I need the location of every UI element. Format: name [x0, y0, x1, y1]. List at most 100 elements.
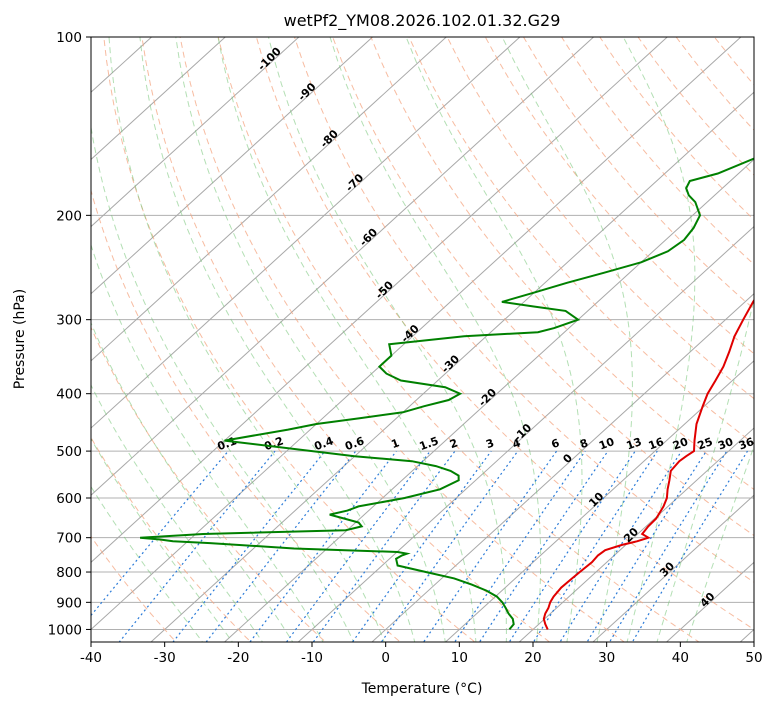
- x-tick-label: 10: [451, 650, 468, 666]
- background-lines: [91, 37, 754, 642]
- mixing-ratio-line: [249, 450, 397, 642]
- mixing-ratio-line: [205, 450, 357, 642]
- isotherm-line: [91, 37, 448, 362]
- moist-adiabat-line: [622, 37, 696, 642]
- isotherm-line: [91, 37, 300, 228]
- mixing-ratio-label: 0.2: [262, 434, 285, 453]
- y-tick-label: 100: [56, 30, 82, 46]
- y-tick-label: 600: [56, 491, 82, 507]
- mixing-ratio-label: 2: [448, 436, 460, 451]
- mixing-ratio-line: [559, 450, 683, 642]
- mixing-ratio-line: [172, 450, 326, 642]
- x-tick-label: -30: [154, 650, 176, 666]
- moist-adiabat-line: [405, 37, 583, 642]
- mixing-ratio-label: 1.5: [418, 434, 441, 453]
- dry-adiabat-line: [141, 37, 551, 642]
- moist-adiabat-line: [91, 321, 294, 642]
- x-tick-label: 40: [672, 650, 689, 666]
- mixing-ratio-label: 36: [737, 435, 756, 453]
- moist-adiabat-line: [91, 485, 204, 642]
- mixing-ratio-line: [586, 450, 707, 642]
- isotherm-line: [371, 293, 754, 642]
- chart-title: wetPf2_YM08.2026.102.01.32.G29: [284, 11, 561, 31]
- isotherm-line: [91, 37, 227, 161]
- mixing-ratio-line: [631, 450, 749, 642]
- moist-adiabat-line: [267, 37, 507, 642]
- dewpoint-profile: [140, 157, 754, 631]
- mixing-ratio-label: 8: [578, 436, 590, 451]
- x-axis-label: Temperature (°C): [361, 681, 483, 697]
- mixing-ratio-line: [118, 450, 276, 642]
- y-tick-label: 1000: [48, 622, 82, 638]
- dry-adiabat-line: [217, 37, 700, 642]
- mixing-ratio-label: 25: [696, 435, 715, 452]
- moist-adiabat-line: [91, 437, 234, 642]
- y-tick-label: 300: [56, 313, 82, 329]
- x-tick-label: -20: [227, 650, 249, 666]
- dry-adiabat-line: [91, 188, 401, 642]
- moist-adiabat-line: [108, 37, 385, 642]
- mixing-ratio-line: [380, 450, 519, 642]
- dry-adiabat-line: [332, 37, 754, 537]
- isotherm-line: [444, 360, 754, 642]
- dry-adiabat-line: [179, 37, 626, 642]
- isotherm-line: [91, 37, 742, 631]
- isotherm-line: [592, 494, 754, 642]
- profiles: [140, 157, 754, 631]
- mixing-ratio-label: 30: [716, 435, 735, 453]
- moist-adiabat-line: [139, 37, 416, 642]
- isotherm-line: [91, 37, 374, 295]
- y-tick-label: 500: [56, 444, 82, 460]
- mixing-ratio-line: [285, 450, 431, 642]
- moist-adiabat-line: [656, 296, 754, 642]
- mixing-ratio-line: [351, 450, 492, 642]
- mixing-ratio-label: 10: [597, 435, 616, 453]
- moist-adiabat-line: [91, 243, 324, 642]
- mixing-ratio-line: [608, 450, 728, 642]
- mixing-ratio-label: 1: [389, 436, 401, 451]
- x-tick-label: 20: [524, 650, 541, 666]
- temperature-profile: [542, 298, 754, 630]
- y-tick-label: 400: [56, 387, 82, 403]
- moist-adiabat-line: [501, 37, 633, 642]
- x-axis-ticks: -40 -30 -20 -10 0 10 20 30 40 50: [80, 642, 763, 666]
- mixing-ratio-label: 6: [550, 436, 562, 451]
- mixing-ratio-line: [508, 450, 636, 642]
- mixing-ratio-label: 0.4: [312, 434, 335, 453]
- y-tick-label: 200: [56, 208, 82, 224]
- y-tick-label: 900: [56, 595, 82, 611]
- dry-adiabat-line: [370, 37, 754, 491]
- mixing-ratio-label: 3: [484, 436, 496, 451]
- mixing-ratio-label: 0.6: [343, 434, 366, 453]
- mixing-ratio-label: 13: [625, 435, 644, 452]
- dry-adiabat-line: [255, 37, 754, 630]
- isotherm-line: [223, 158, 754, 642]
- mixing-ratio-label: 16: [647, 435, 666, 453]
- y-axis-ticks: 100 200 300 400 500 600 700 800 900 1000: [48, 30, 91, 638]
- dry-adiabat-line: [91, 326, 327, 642]
- mixing-ratio-line: [532, 450, 658, 642]
- moist-adiabat-line: [175, 37, 446, 642]
- dry-adiabat-line: [293, 37, 754, 583]
- x-tick-label: 50: [745, 650, 762, 666]
- x-tick-label: 30: [598, 650, 615, 666]
- isotherm-line: [297, 225, 754, 642]
- mixing-ratio-line: [91, 450, 229, 617]
- mixing-ratio-line: [312, 450, 456, 642]
- x-tick-label: 0: [381, 650, 390, 666]
- plot-frame: [90, 36, 755, 643]
- moist-adiabat-line: [91, 124, 355, 642]
- moist-adiabat-line: [217, 37, 477, 642]
- mixing-ratio-label: 20: [671, 435, 690, 453]
- isotherm-line: [91, 37, 521, 429]
- mixing-ratio-label: 4: [511, 436, 523, 451]
- x-tick-label: -40: [80, 650, 102, 666]
- moist-adiabat-line: [91, 384, 264, 642]
- y-tick-label: 700: [56, 531, 82, 547]
- moist-adiabat-line: [686, 444, 754, 642]
- isotherm-line: [91, 37, 595, 496]
- y-tick-label: 800: [56, 565, 82, 581]
- moist-adiabat-line: [329, 37, 542, 642]
